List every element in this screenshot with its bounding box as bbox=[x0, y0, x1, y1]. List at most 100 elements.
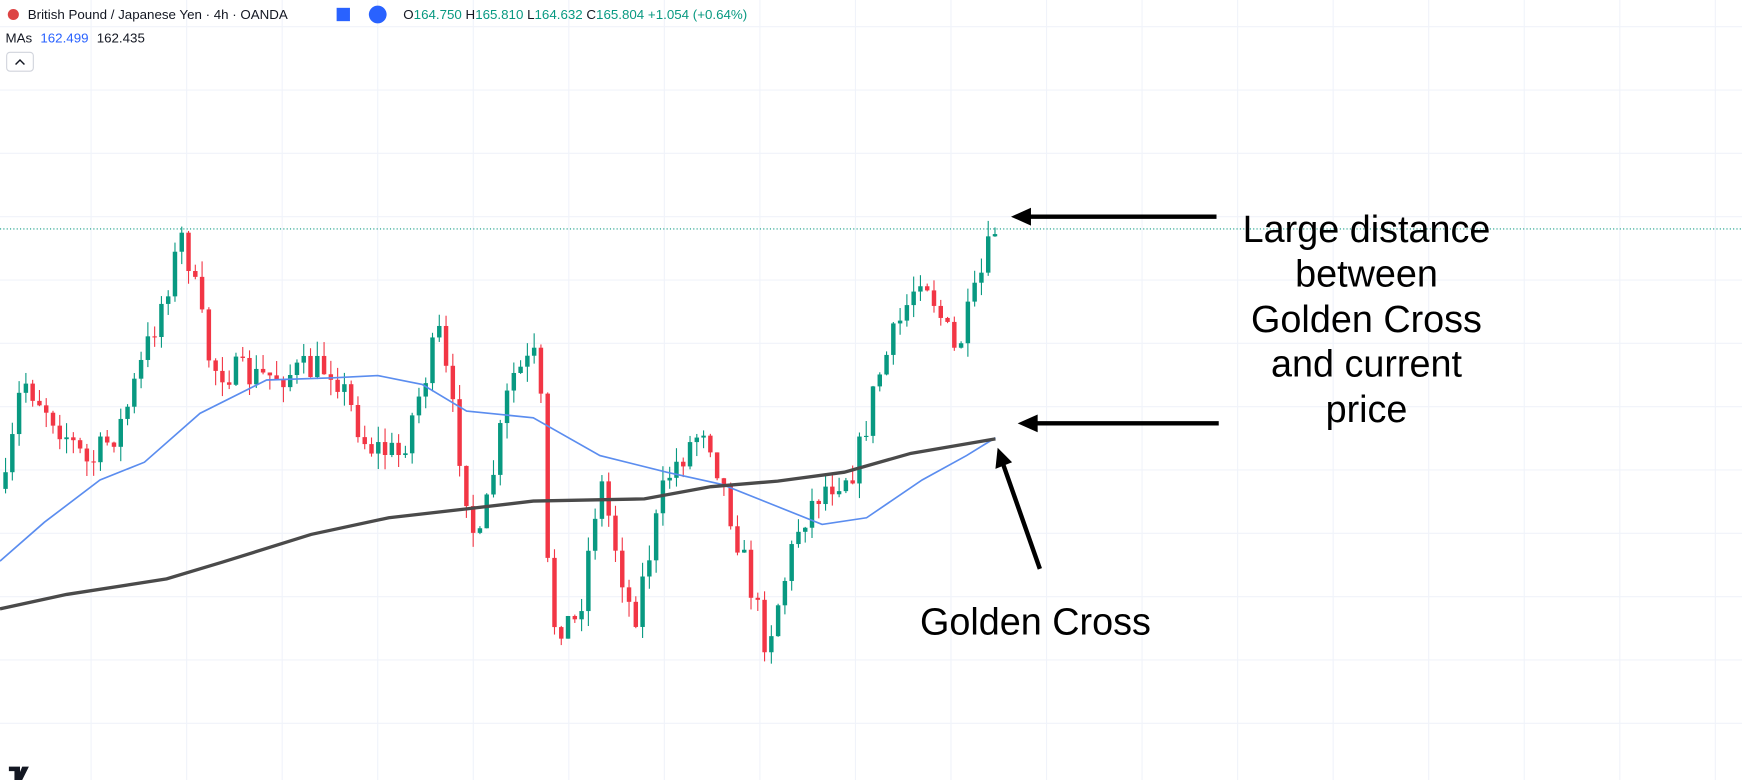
candle-body bbox=[674, 461, 679, 478]
candle-body bbox=[836, 491, 842, 495]
candle-body bbox=[91, 461, 96, 463]
candle-body bbox=[477, 528, 483, 533]
replay-button[interactable] bbox=[368, 5, 387, 24]
candle-body bbox=[518, 366, 523, 373]
candle-body bbox=[694, 437, 700, 443]
symbol-icon bbox=[7, 8, 19, 21]
candle-body bbox=[348, 384, 354, 406]
ma-fast bbox=[0, 374, 996, 562]
candle-body bbox=[911, 291, 916, 306]
candle-body bbox=[43, 405, 49, 413]
collapse-button[interactable] bbox=[6, 51, 34, 72]
candle-body bbox=[952, 321, 957, 348]
candle-body bbox=[369, 444, 374, 454]
candle-body bbox=[84, 448, 90, 462]
candle-body bbox=[172, 251, 178, 297]
ohlc: O164.750 H165.810 L164.632 C165.804 +1.0… bbox=[403, 7, 747, 22]
candle-body bbox=[308, 355, 313, 378]
candle-body bbox=[918, 286, 923, 292]
candle-body bbox=[335, 379, 340, 392]
candle-body bbox=[409, 415, 415, 454]
symbol: British Pound / Japanese Yen · 4h · OAND… bbox=[28, 7, 288, 22]
candle-body bbox=[552, 557, 557, 628]
candle-body bbox=[735, 526, 740, 553]
candle-body bbox=[287, 375, 293, 388]
candle-body bbox=[945, 317, 950, 322]
candle-body bbox=[457, 399, 462, 466]
candle-body bbox=[294, 362, 300, 376]
annotation-line: price bbox=[1326, 389, 1408, 431]
candle-body bbox=[504, 390, 510, 424]
candle-body bbox=[226, 382, 232, 385]
candle-body bbox=[782, 580, 788, 606]
candle-body bbox=[254, 368, 259, 385]
candle-body bbox=[870, 386, 876, 436]
candle-body bbox=[342, 384, 347, 392]
candle-body bbox=[396, 442, 401, 456]
candle-body bbox=[633, 601, 639, 627]
candle-body bbox=[37, 400, 42, 406]
candle-body bbox=[769, 636, 774, 653]
candle-body bbox=[382, 442, 388, 455]
candle-body bbox=[423, 383, 428, 397]
candles bbox=[3, 220, 998, 664]
candle-body bbox=[864, 435, 869, 437]
candle-body bbox=[125, 406, 130, 419]
candle-body bbox=[647, 560, 652, 577]
candle-body bbox=[64, 437, 69, 440]
candle-body bbox=[640, 576, 645, 627]
candle-body bbox=[430, 337, 435, 384]
candle-body bbox=[111, 442, 117, 447]
candle-body bbox=[470, 506, 476, 533]
candle-body bbox=[193, 271, 198, 277]
candle-body bbox=[57, 425, 62, 440]
candle-body bbox=[233, 356, 239, 385]
chevron-icon bbox=[15, 59, 25, 65]
candle-body bbox=[71, 437, 76, 441]
candle-body bbox=[281, 379, 286, 388]
candle-body bbox=[30, 383, 35, 401]
distance-annotation: Large distance between Golden Cross and … bbox=[1243, 209, 1491, 431]
candle-body bbox=[843, 480, 849, 492]
candle-body bbox=[742, 549, 747, 553]
candle-body bbox=[803, 527, 808, 532]
candle-body bbox=[681, 461, 686, 467]
candle-body bbox=[10, 434, 15, 473]
annotation-line: between bbox=[1295, 254, 1438, 296]
candle-body bbox=[559, 627, 564, 639]
candle-body bbox=[511, 372, 517, 391]
candle-body bbox=[301, 355, 306, 363]
candle-body bbox=[321, 355, 327, 375]
candle-body bbox=[274, 375, 279, 380]
candle-body bbox=[924, 286, 930, 291]
candle-body bbox=[857, 436, 862, 484]
candle-body bbox=[443, 325, 449, 366]
candle-body bbox=[830, 486, 835, 495]
candle-body bbox=[938, 305, 943, 318]
candle-body bbox=[572, 616, 578, 620]
candle-body bbox=[213, 360, 218, 371]
candle-body bbox=[152, 336, 157, 338]
candle-body bbox=[965, 301, 971, 344]
indicator: MAs 162.499 162.435 bbox=[6, 30, 145, 45]
candle-body bbox=[3, 472, 8, 489]
candle-body bbox=[23, 383, 29, 393]
candle-body bbox=[50, 412, 56, 426]
candle-body bbox=[355, 405, 361, 438]
annotation-line: Large distance bbox=[1243, 209, 1491, 251]
candle-body bbox=[118, 418, 123, 447]
candle-body bbox=[240, 356, 245, 358]
arrows bbox=[995, 207, 1219, 570]
candle-body bbox=[437, 325, 442, 338]
annotation-line: and current bbox=[1271, 344, 1463, 386]
candle-body bbox=[362, 437, 367, 445]
candle-body bbox=[565, 616, 571, 639]
candle-body bbox=[701, 435, 706, 438]
candle-body bbox=[972, 282, 977, 302]
candle-body bbox=[796, 531, 801, 545]
candle-body bbox=[721, 478, 727, 486]
candle-body bbox=[579, 611, 584, 620]
flag-icon bbox=[336, 7, 350, 22]
candle-body bbox=[708, 435, 713, 453]
